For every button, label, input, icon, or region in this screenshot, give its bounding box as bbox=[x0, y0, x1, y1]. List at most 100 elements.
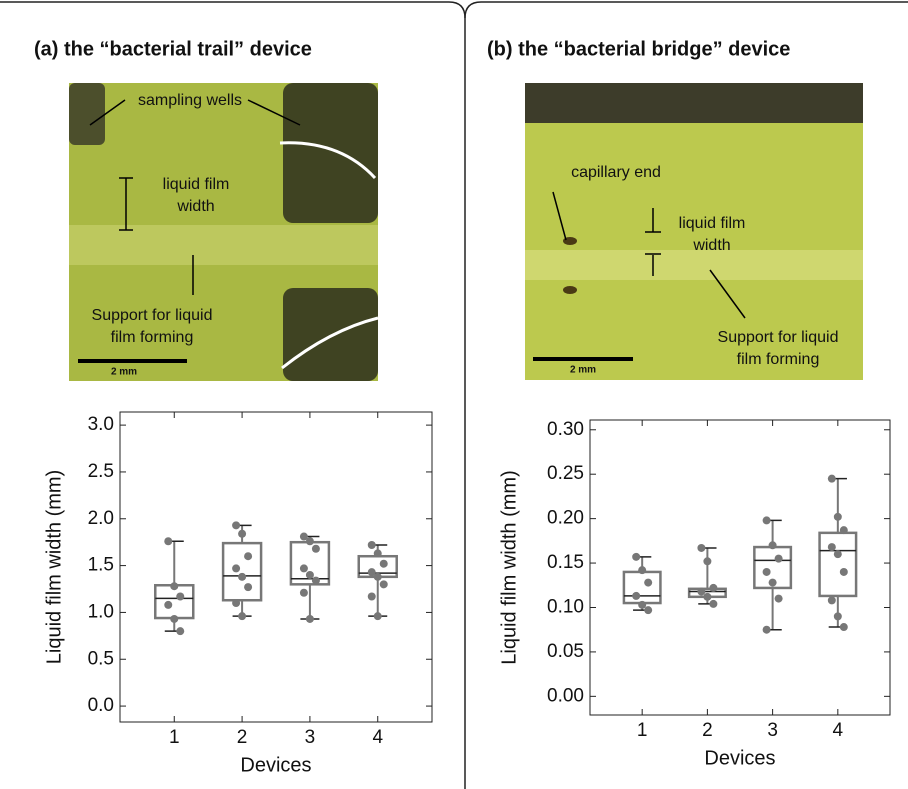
data-point bbox=[697, 587, 705, 595]
data-point bbox=[840, 526, 848, 534]
photo-label: capillary end bbox=[571, 164, 661, 181]
data-point bbox=[709, 584, 717, 592]
data-point bbox=[769, 579, 777, 587]
data-point bbox=[644, 606, 652, 614]
data-point bbox=[638, 601, 646, 609]
data-point bbox=[368, 541, 376, 549]
x-axis-label: Devices bbox=[240, 754, 311, 776]
data-point bbox=[834, 513, 842, 521]
y-tick-label: 0.15 bbox=[547, 552, 584, 573]
y-tick-label: 2.0 bbox=[88, 508, 114, 529]
photo-label: Support for liquid bbox=[718, 329, 839, 346]
data-point bbox=[763, 568, 771, 576]
x-tick-label: 2 bbox=[702, 720, 713, 741]
data-point bbox=[763, 626, 771, 634]
data-point bbox=[380, 580, 388, 588]
data-point bbox=[632, 553, 640, 561]
data-point bbox=[374, 573, 382, 581]
data-point bbox=[703, 557, 711, 565]
data-point bbox=[840, 568, 848, 576]
plot-frame bbox=[590, 420, 890, 715]
data-point bbox=[775, 555, 783, 563]
data-point bbox=[380, 560, 388, 568]
y-tick-label: 0.20 bbox=[547, 508, 584, 529]
photo-label: 2 mm bbox=[570, 365, 596, 376]
data-point bbox=[834, 612, 842, 620]
x-axis-label: Devices bbox=[704, 747, 775, 769]
data-point bbox=[312, 577, 320, 585]
data-point bbox=[170, 582, 178, 590]
data-point bbox=[763, 516, 771, 524]
data-point bbox=[244, 552, 252, 560]
y-axis-label: Liquid film width (mm) bbox=[498, 470, 520, 664]
data-point bbox=[232, 521, 240, 529]
data-point bbox=[232, 564, 240, 572]
y-axis-label: Liquid film width (mm) bbox=[43, 470, 65, 664]
data-point bbox=[164, 601, 172, 609]
box bbox=[223, 543, 261, 600]
page: (a) the “bacterial trail” device (b) the… bbox=[0, 0, 908, 789]
photo-label: sampling wells bbox=[138, 92, 242, 109]
photo-label: 2 mm bbox=[111, 367, 137, 378]
data-point bbox=[368, 593, 376, 601]
panel-title: (a) the “bacterial trail” device bbox=[34, 38, 312, 60]
data-point bbox=[840, 623, 848, 631]
y-tick-label: 0.05 bbox=[547, 641, 584, 662]
data-point bbox=[306, 571, 314, 579]
data-point bbox=[300, 589, 308, 597]
data-point bbox=[644, 579, 652, 587]
box bbox=[820, 533, 857, 596]
y-tick-label: 0.0 bbox=[88, 695, 114, 716]
y-tick-label: 1.0 bbox=[88, 601, 114, 622]
x-tick-label: 4 bbox=[372, 727, 383, 748]
data-point bbox=[170, 615, 178, 623]
data-point bbox=[312, 545, 320, 553]
photo-label: Support for liquid bbox=[92, 307, 213, 324]
data-point bbox=[828, 543, 836, 551]
data-point bbox=[238, 573, 246, 581]
photo-label: film forming bbox=[737, 351, 820, 368]
data-point bbox=[632, 592, 640, 600]
panel-border bbox=[465, 2, 908, 18]
data-point bbox=[697, 544, 705, 552]
x-tick-label: 3 bbox=[305, 727, 316, 748]
photo-label: width bbox=[176, 198, 214, 215]
x-tick-label: 1 bbox=[637, 720, 648, 741]
x-tick-label: 2 bbox=[237, 727, 248, 748]
photo-label: liquid film bbox=[163, 176, 230, 193]
photo-label: film forming bbox=[111, 329, 194, 346]
y-tick-label: 0.25 bbox=[547, 463, 584, 484]
data-point bbox=[306, 537, 314, 545]
data-point bbox=[703, 593, 711, 601]
data-point bbox=[828, 596, 836, 604]
data-point bbox=[300, 564, 308, 572]
data-point bbox=[176, 593, 184, 601]
data-point bbox=[775, 595, 783, 603]
y-tick-label: 0.30 bbox=[547, 419, 584, 440]
y-tick-label: 0.10 bbox=[547, 597, 584, 618]
data-point bbox=[238, 612, 246, 620]
data-point bbox=[638, 566, 646, 574]
y-tick-label: 0.5 bbox=[88, 648, 114, 669]
y-tick-label: 0.00 bbox=[547, 685, 584, 706]
photo-label: liquid film bbox=[679, 215, 746, 232]
data-point bbox=[834, 550, 842, 558]
data-point bbox=[238, 530, 246, 538]
box bbox=[624, 572, 661, 603]
y-tick-label: 3.0 bbox=[88, 414, 114, 435]
x-tick-label: 4 bbox=[833, 720, 844, 741]
photo-label: width bbox=[692, 237, 730, 254]
data-point bbox=[828, 475, 836, 483]
data-point bbox=[374, 549, 382, 557]
data-point bbox=[176, 627, 184, 635]
data-point bbox=[374, 612, 382, 620]
data-point bbox=[709, 600, 717, 608]
y-tick-label: 1.5 bbox=[88, 555, 114, 576]
panel-title: (b) the “bacterial bridge” device bbox=[487, 38, 790, 60]
figure: (a) the “bacterial trail” device (b) the… bbox=[0, 0, 908, 789]
x-tick-label: 3 bbox=[767, 720, 778, 741]
data-point bbox=[769, 541, 777, 549]
data-point bbox=[244, 583, 252, 591]
data-point bbox=[164, 537, 172, 545]
y-tick-label: 2.5 bbox=[88, 461, 114, 482]
